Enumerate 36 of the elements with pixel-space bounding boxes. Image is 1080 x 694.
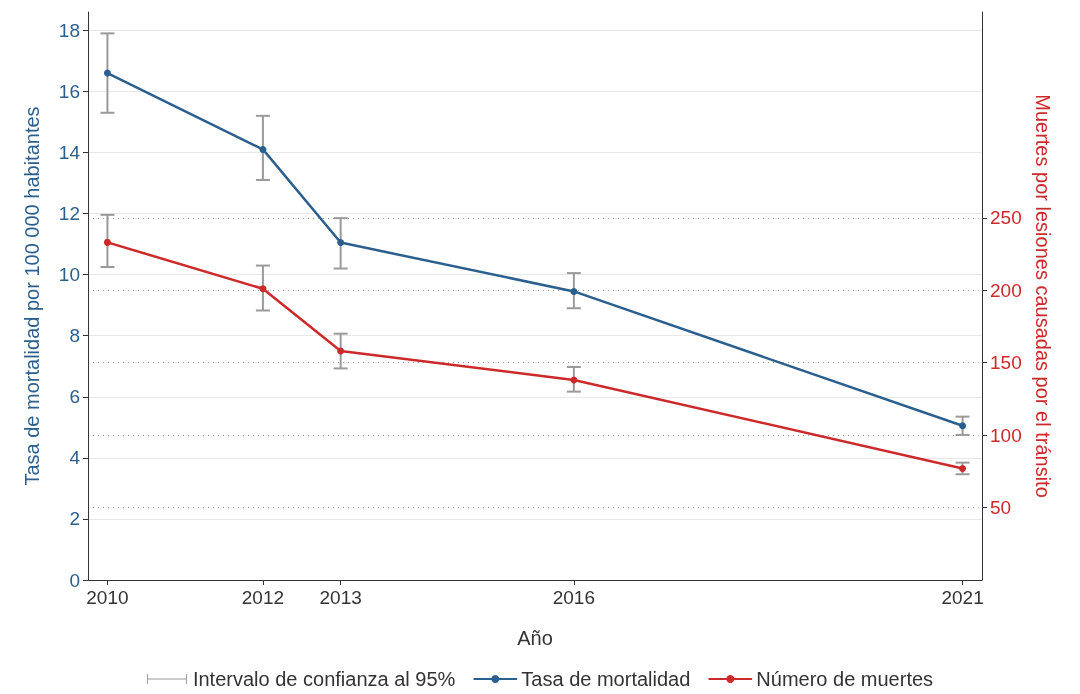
y2-tick-label: 200 <box>990 279 1022 301</box>
y-tick-label: 4 <box>69 447 81 469</box>
x-tick-label: 2021 <box>941 587 984 608</box>
x-tick-label: 2012 <box>241 587 285 608</box>
point <box>959 422 967 430</box>
y-tick-label: 6 <box>69 386 80 408</box>
y-tick-label: 16 <box>58 80 80 102</box>
point <box>337 347 345 355</box>
x-tick-label: 2013 <box>319 587 362 608</box>
legend-label: Tasa de mortalidad <box>521 668 691 690</box>
y-axis-title: Tasa de mortalidad por 100 000 habitantes <box>21 106 43 486</box>
point <box>259 285 267 293</box>
point <box>103 69 111 77</box>
point <box>259 145 267 153</box>
y2-tick-label: 50 <box>990 497 1012 519</box>
point <box>959 464 967 472</box>
y2-tick-label: 100 <box>990 424 1022 446</box>
x-axis-title: Año <box>517 627 553 649</box>
x-tick-label: 2016 <box>552 587 596 608</box>
text: Intervalo de confianza al 95% <box>192 668 456 690</box>
point <box>103 238 111 246</box>
y2-tick-label: 250 <box>990 207 1022 229</box>
y-tick-label: 2 <box>69 508 80 530</box>
y-tick-label: 18 <box>58 19 80 41</box>
legend-label: Número de muertes <box>756 668 934 690</box>
point <box>337 239 345 247</box>
y-tick-label: 10 <box>58 264 80 286</box>
point <box>570 376 578 384</box>
y-tick-label: 0 <box>69 569 80 591</box>
x-tick-label: 2010 <box>86 587 129 608</box>
y-tick-label: 14 <box>58 141 81 163</box>
y2-axis-title: Muertes por lesiones causadas por el tránsito <box>1031 94 1054 498</box>
y-tick-label: 8 <box>69 325 80 347</box>
point <box>570 287 578 295</box>
y-tick-label: 12 <box>58 203 80 225</box>
y2-tick-label: 150 <box>990 352 1022 374</box>
